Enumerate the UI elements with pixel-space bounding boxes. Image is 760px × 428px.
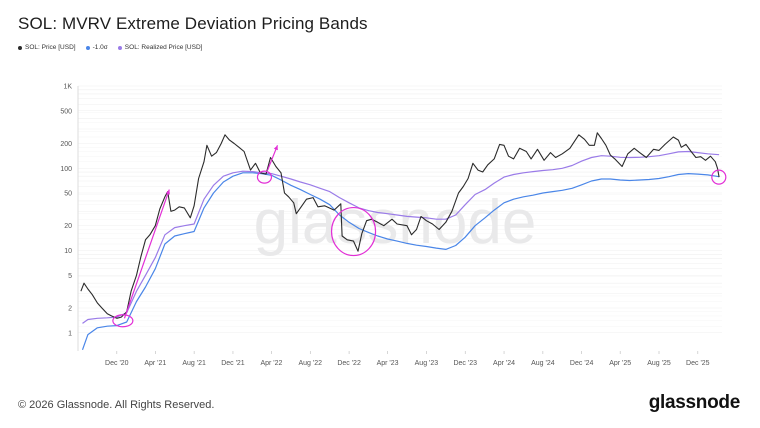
x-tick-label: Dec '20 xyxy=(105,360,129,367)
arrow-head xyxy=(165,189,170,195)
x-tick-label: Dec '22 xyxy=(337,360,361,367)
legend-item-price[interactable]: SOL: Price [USD] xyxy=(18,44,76,51)
legend-dot-realized xyxy=(117,45,122,50)
legend-item-band-low[interactable]: -1.0σ xyxy=(85,44,108,51)
x-tick-label: Apr '23 xyxy=(377,360,399,367)
copyright-text: © 2026 Glassnode. All Rights Reserved. xyxy=(18,399,215,411)
x-tick-label: Aug '25 xyxy=(647,360,671,367)
y-tick-label: 500 xyxy=(60,108,72,115)
series-line-realized[interactable] xyxy=(82,150,720,324)
grid-lines xyxy=(77,85,722,351)
y-tick-label: 20 xyxy=(64,223,72,230)
highlight-circle xyxy=(711,169,727,185)
x-tick-label: Dec '21 xyxy=(221,360,245,367)
brand-logo: glassnode xyxy=(648,392,741,413)
x-tick-label: Apr '21 xyxy=(144,360,166,367)
x-tick-label: Apr '24 xyxy=(493,360,515,367)
x-tick-label: Apr '25 xyxy=(609,360,631,367)
trend-arrow xyxy=(123,189,170,319)
y-tick-label: 2 xyxy=(68,305,72,312)
x-tick-label: Dec '23 xyxy=(453,360,477,367)
highlight-circle xyxy=(256,170,273,184)
y-tick-label: 200 xyxy=(60,141,72,148)
x-tick-label: Apr '22 xyxy=(260,360,282,367)
x-tick-label: Aug '24 xyxy=(531,360,555,367)
legend-label-realized: SOL: Realized Price [USD] xyxy=(124,44,203,51)
y-axis: 1 2 5 10 20 50 100 200 500 1K xyxy=(60,84,72,338)
series-line-band-low[interactable] xyxy=(81,172,720,351)
x-tick-label: Aug '23 xyxy=(415,360,439,367)
x-tick-label: Aug '22 xyxy=(299,360,323,367)
arrow-head xyxy=(273,145,278,151)
series-line-price[interactable] xyxy=(80,132,720,319)
y-tick-label: 50 xyxy=(64,191,72,198)
y-tick-label: 100 xyxy=(60,166,72,173)
legend-item-realized[interactable]: SOL: Realized Price [USD] xyxy=(117,44,203,51)
annotations xyxy=(112,145,727,328)
legend-label-price: SOL: Price [USD] xyxy=(25,44,76,51)
legend-label-band-low: -1.0σ xyxy=(92,44,108,51)
series-lines xyxy=(80,132,720,351)
chart-legend: SOL: Price [USD] -1.0σ SOL: Realized Pri… xyxy=(18,44,202,51)
legend-dot-price xyxy=(18,45,22,50)
legend-dot-band-low xyxy=(85,45,90,50)
y-tick-label: 5 xyxy=(68,273,72,280)
y-tick-label: 1K xyxy=(63,84,72,91)
x-axis: Dec '20 Apr '21 Aug '21 Dec '21 Apr '22 Aug '… xyxy=(105,351,710,367)
y-tick-label: 10 xyxy=(64,248,72,255)
x-tick-label: Aug '21 xyxy=(182,360,206,367)
x-tick-label: Dec '24 xyxy=(570,360,594,367)
x-tick-label: Dec '25 xyxy=(686,360,710,367)
chart-title: SOL: MVRV Extreme Deviation Pricing Band… xyxy=(18,14,368,33)
highlight-circle xyxy=(330,206,377,257)
highlight-circle xyxy=(112,314,134,328)
y-tick-label: 1 xyxy=(68,330,72,337)
